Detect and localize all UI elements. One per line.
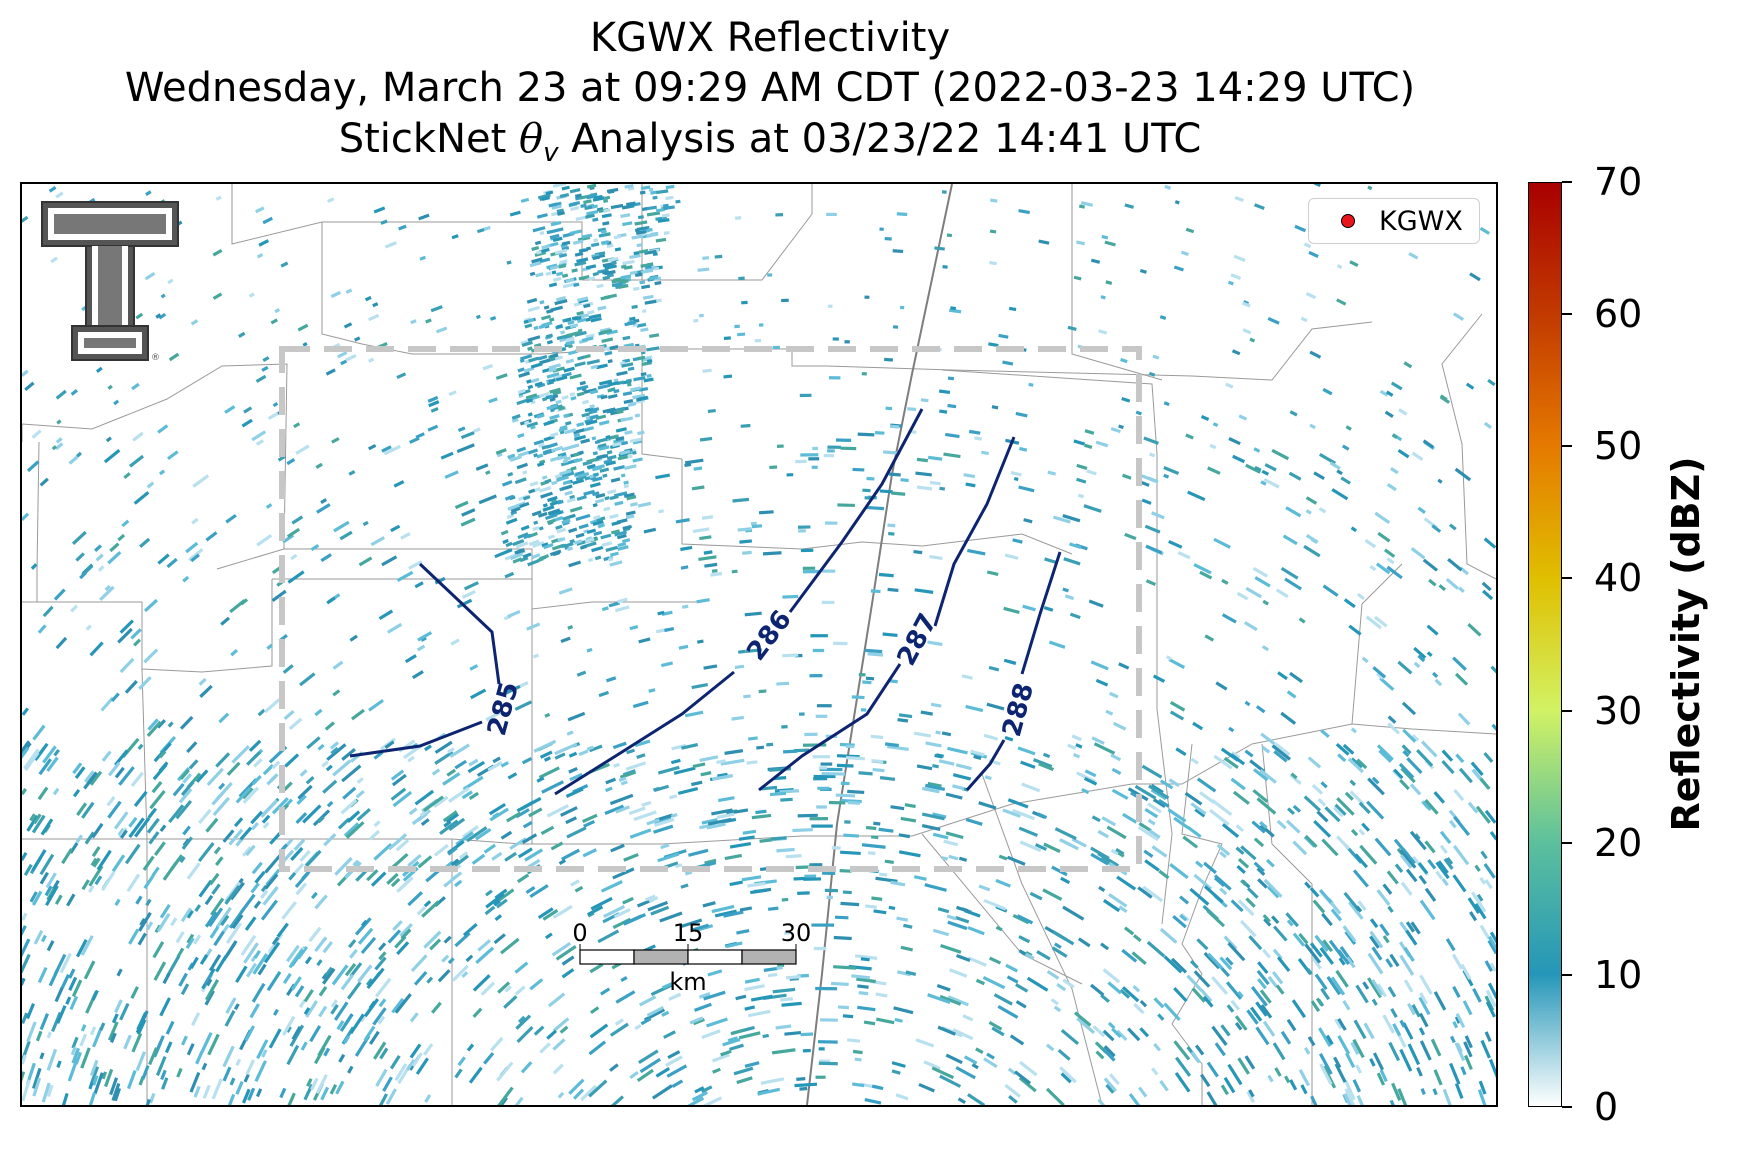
colorbar-tick	[1562, 841, 1572, 844]
contour-label-288: 288	[997, 680, 1040, 740]
colorbar-tick-label: 40	[1594, 556, 1643, 601]
colorbar-tick	[1562, 1106, 1572, 1108]
contour-287	[758, 436, 1016, 792]
colorbar-tick-label: 30	[1594, 688, 1643, 733]
colorbar-tick	[1562, 709, 1572, 712]
map-legend: KGWX	[1308, 198, 1480, 244]
scale-bar: 0 15 30 km	[572, 919, 811, 996]
legend-label: KGWX	[1379, 206, 1463, 237]
texas-tech-logo-icon: ®	[41, 201, 179, 363]
contour-label-287: 287	[892, 609, 944, 671]
scale-tick-30: 30	[781, 919, 812, 947]
contour-288	[965, 551, 1062, 791]
colorbar-tick	[1562, 445, 1572, 448]
interstate-line	[806, 184, 953, 1105]
reflectivity-echoes	[22, 184, 1496, 1105]
colorbar-title: Reflectivity (dBZ)	[1664, 456, 1708, 832]
colorbar-tick	[1562, 313, 1572, 316]
colorbar-tick	[1562, 577, 1572, 580]
contour-286	[554, 408, 924, 796]
colorbar-tick-label: 10	[1594, 952, 1643, 997]
radar-map: 285 286 287 288 0 15 30 km	[20, 182, 1498, 1107]
colorbar-tick	[1562, 181, 1572, 183]
colorbar-tick-label: 0	[1594, 1085, 1619, 1129]
contour-285	[349, 562, 501, 758]
scale-tick-0: 0	[572, 919, 587, 947]
chart-subtitle-time: Wednesday, March 23 at 09:29 AM CDT (202…	[124, 65, 1416, 111]
colorbar-tick	[1562, 973, 1572, 976]
chart-subtitle-analysis: StickNet θv Analysis at 03/23/22 14:41 U…	[338, 116, 1202, 168]
theta-v-contours	[349, 408, 1062, 796]
svg-text:®: ®	[151, 353, 160, 363]
analysis-domain-box	[279, 346, 1142, 872]
colorbar-tick-label: 50	[1594, 424, 1643, 469]
colorbar-tick-label: 60	[1594, 292, 1643, 337]
scale-tick-15: 15	[673, 919, 704, 947]
chart-title: KGWX Reflectivity	[589, 15, 951, 61]
scale-unit: km	[669, 968, 706, 996]
colorbar-tick-label: 70	[1594, 160, 1643, 204]
contour-label-285: 285	[482, 679, 525, 739]
colorbar-tick-label: 20	[1594, 820, 1643, 865]
reflectivity-colorbar	[1528, 182, 1562, 1107]
radar-site-marker-icon	[1341, 214, 1355, 228]
county-borders	[22, 184, 1496, 1105]
